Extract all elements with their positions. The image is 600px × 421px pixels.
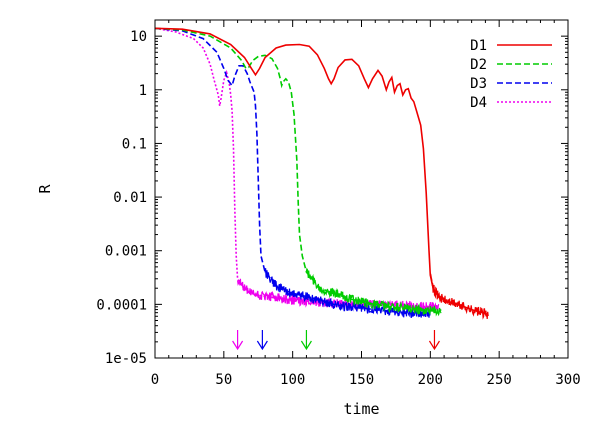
legend-label-d3: D3 — [470, 76, 487, 92]
legend-label-d2: D2 — [470, 57, 487, 73]
y-axis-label: R — [36, 184, 54, 194]
legend-label-d4: D4 — [470, 95, 487, 111]
y-tick-label: 0.001 — [105, 244, 147, 260]
y-tick-label: 1 — [139, 83, 147, 99]
axis-ticks: 0 50 100 150 200 250 300 10 1 0.1 0.01 0.001 0.0001 1… — [96, 19, 581, 388]
series-line-d2 — [154, 27, 442, 311]
x-tick-label: 300 — [555, 372, 580, 388]
x-tick-label: 150 — [349, 372, 374, 388]
series-noise-d2 — [305, 267, 442, 317]
y-tick-label: 10 — [130, 29, 147, 45]
y-tick-label: 0.1 — [122, 136, 147, 152]
legend: D1 D2 D3 D4 — [470, 38, 552, 111]
x-tick-label: 250 — [487, 372, 512, 388]
plot-curves — [154, 27, 489, 320]
y-tick-label: 0.0001 — [96, 297, 147, 313]
arrow-head-d1 — [428, 340, 440, 351]
x-axis-label: time — [343, 400, 379, 418]
x-tick-label: 100 — [280, 372, 305, 388]
y-tick-label: 1e-05 — [105, 351, 147, 367]
x-tick-label: 200 — [418, 372, 443, 388]
series-line-d4 — [154, 27, 439, 308]
arrow-head-d3 — [256, 340, 268, 351]
arrow-markers — [232, 330, 440, 351]
legend-label-d1: D1 — [470, 38, 487, 54]
series-noise-d1 — [429, 272, 489, 320]
series-line-d1 — [154, 27, 489, 316]
series-line-d3 — [154, 27, 431, 315]
y-tick-label: 0.01 — [113, 190, 147, 206]
x-tick-label: 0 — [151, 372, 159, 388]
x-tick-label: 50 — [215, 372, 232, 388]
arrow-head-d4 — [232, 340, 244, 351]
series-noise-d3 — [264, 268, 431, 318]
arrow-head-d2 — [300, 340, 312, 351]
